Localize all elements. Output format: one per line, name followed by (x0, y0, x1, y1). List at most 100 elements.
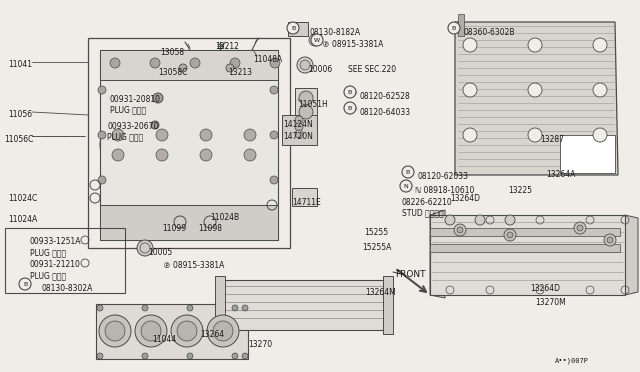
Polygon shape (430, 210, 445, 298)
Circle shape (287, 22, 299, 34)
Text: 14720N: 14720N (283, 132, 313, 141)
Text: W: W (314, 38, 320, 42)
Circle shape (213, 321, 233, 341)
Text: 11048A: 11048A (253, 55, 282, 64)
Bar (295, 88, 317, 118)
Circle shape (156, 129, 168, 141)
Bar (430, 215, 625, 295)
Ellipse shape (100, 121, 136, 169)
Circle shape (593, 83, 607, 97)
Circle shape (232, 305, 238, 311)
Bar (292, 188, 317, 206)
Text: 08130-8182A: 08130-8182A (310, 28, 361, 37)
Circle shape (112, 149, 124, 161)
Text: 11041: 11041 (8, 60, 32, 69)
Circle shape (504, 229, 516, 241)
Text: PLUG プラグ: PLUG プラグ (107, 132, 143, 141)
Text: 11024C: 11024C (8, 194, 37, 203)
Text: 15255A: 15255A (362, 243, 392, 252)
Circle shape (98, 131, 106, 139)
Text: 10005: 10005 (148, 248, 172, 257)
Text: SEE SEC.220: SEE SEC.220 (348, 65, 396, 74)
Circle shape (112, 129, 124, 141)
Text: 00931-21210: 00931-21210 (30, 260, 81, 269)
Ellipse shape (188, 121, 224, 169)
Circle shape (137, 240, 153, 256)
Ellipse shape (594, 151, 606, 159)
Text: 11056C: 11056C (4, 135, 33, 144)
Text: 11098: 11098 (198, 224, 222, 233)
Text: A••)007P: A••)007P (555, 358, 589, 365)
Text: 11051H: 11051H (298, 100, 328, 109)
Circle shape (457, 227, 463, 233)
Circle shape (141, 321, 161, 341)
Text: 08120-62033: 08120-62033 (418, 172, 469, 181)
Text: B: B (348, 106, 352, 110)
Text: PLUG プラグ: PLUG プラグ (30, 271, 66, 280)
Text: B: B (348, 90, 352, 94)
Bar (100, 205, 278, 240)
Ellipse shape (554, 151, 566, 159)
Bar (430, 244, 620, 252)
Circle shape (207, 315, 239, 347)
Circle shape (187, 305, 193, 311)
Circle shape (295, 116, 303, 124)
Bar (220, 280, 385, 330)
Ellipse shape (144, 121, 180, 169)
Circle shape (190, 58, 200, 68)
Circle shape (295, 123, 303, 131)
Circle shape (448, 22, 460, 34)
Bar (458, 14, 464, 36)
Circle shape (200, 149, 212, 161)
Text: 13058: 13058 (160, 48, 184, 57)
Text: 11099: 11099 (162, 224, 186, 233)
Circle shape (110, 58, 120, 68)
Circle shape (402, 166, 414, 178)
Circle shape (142, 305, 148, 311)
Text: 13264: 13264 (200, 330, 224, 339)
Circle shape (179, 64, 187, 72)
Polygon shape (625, 215, 638, 295)
Text: 11024B: 11024B (210, 213, 239, 222)
Circle shape (97, 353, 103, 359)
Text: FRONT: FRONT (395, 270, 426, 279)
Bar (430, 228, 620, 236)
Text: 00933-1251A: 00933-1251A (30, 237, 81, 246)
Ellipse shape (514, 151, 526, 159)
Text: 14124N: 14124N (283, 120, 313, 129)
Circle shape (105, 321, 125, 341)
Circle shape (177, 321, 197, 341)
Bar (5, 228, 125, 293)
Circle shape (19, 278, 31, 290)
Ellipse shape (232, 121, 268, 169)
Text: 11044: 11044 (152, 335, 176, 344)
Bar (282, 115, 317, 145)
Circle shape (593, 38, 607, 52)
Circle shape (99, 315, 131, 347)
Text: B: B (452, 26, 456, 31)
Circle shape (270, 58, 280, 68)
Text: 13225: 13225 (508, 186, 532, 195)
Circle shape (528, 83, 542, 97)
Circle shape (226, 64, 234, 72)
Text: 13287: 13287 (540, 135, 564, 144)
Circle shape (528, 128, 542, 142)
Circle shape (309, 34, 321, 46)
Circle shape (528, 38, 542, 52)
Circle shape (463, 83, 477, 97)
Text: 08130-8302A: 08130-8302A (42, 284, 93, 293)
Circle shape (98, 176, 106, 184)
Bar (100, 50, 278, 240)
Text: 13264A: 13264A (546, 170, 575, 179)
Circle shape (153, 93, 163, 103)
Circle shape (187, 353, 193, 359)
Circle shape (344, 86, 356, 98)
Text: 11056: 11056 (8, 110, 32, 119)
Text: 13213: 13213 (228, 68, 252, 77)
Circle shape (156, 149, 168, 161)
Text: 13264D: 13264D (530, 284, 560, 293)
Text: PLUG プラグ: PLUG プラグ (30, 248, 66, 257)
Circle shape (270, 176, 278, 184)
Bar (88, 38, 290, 248)
Circle shape (295, 130, 303, 138)
